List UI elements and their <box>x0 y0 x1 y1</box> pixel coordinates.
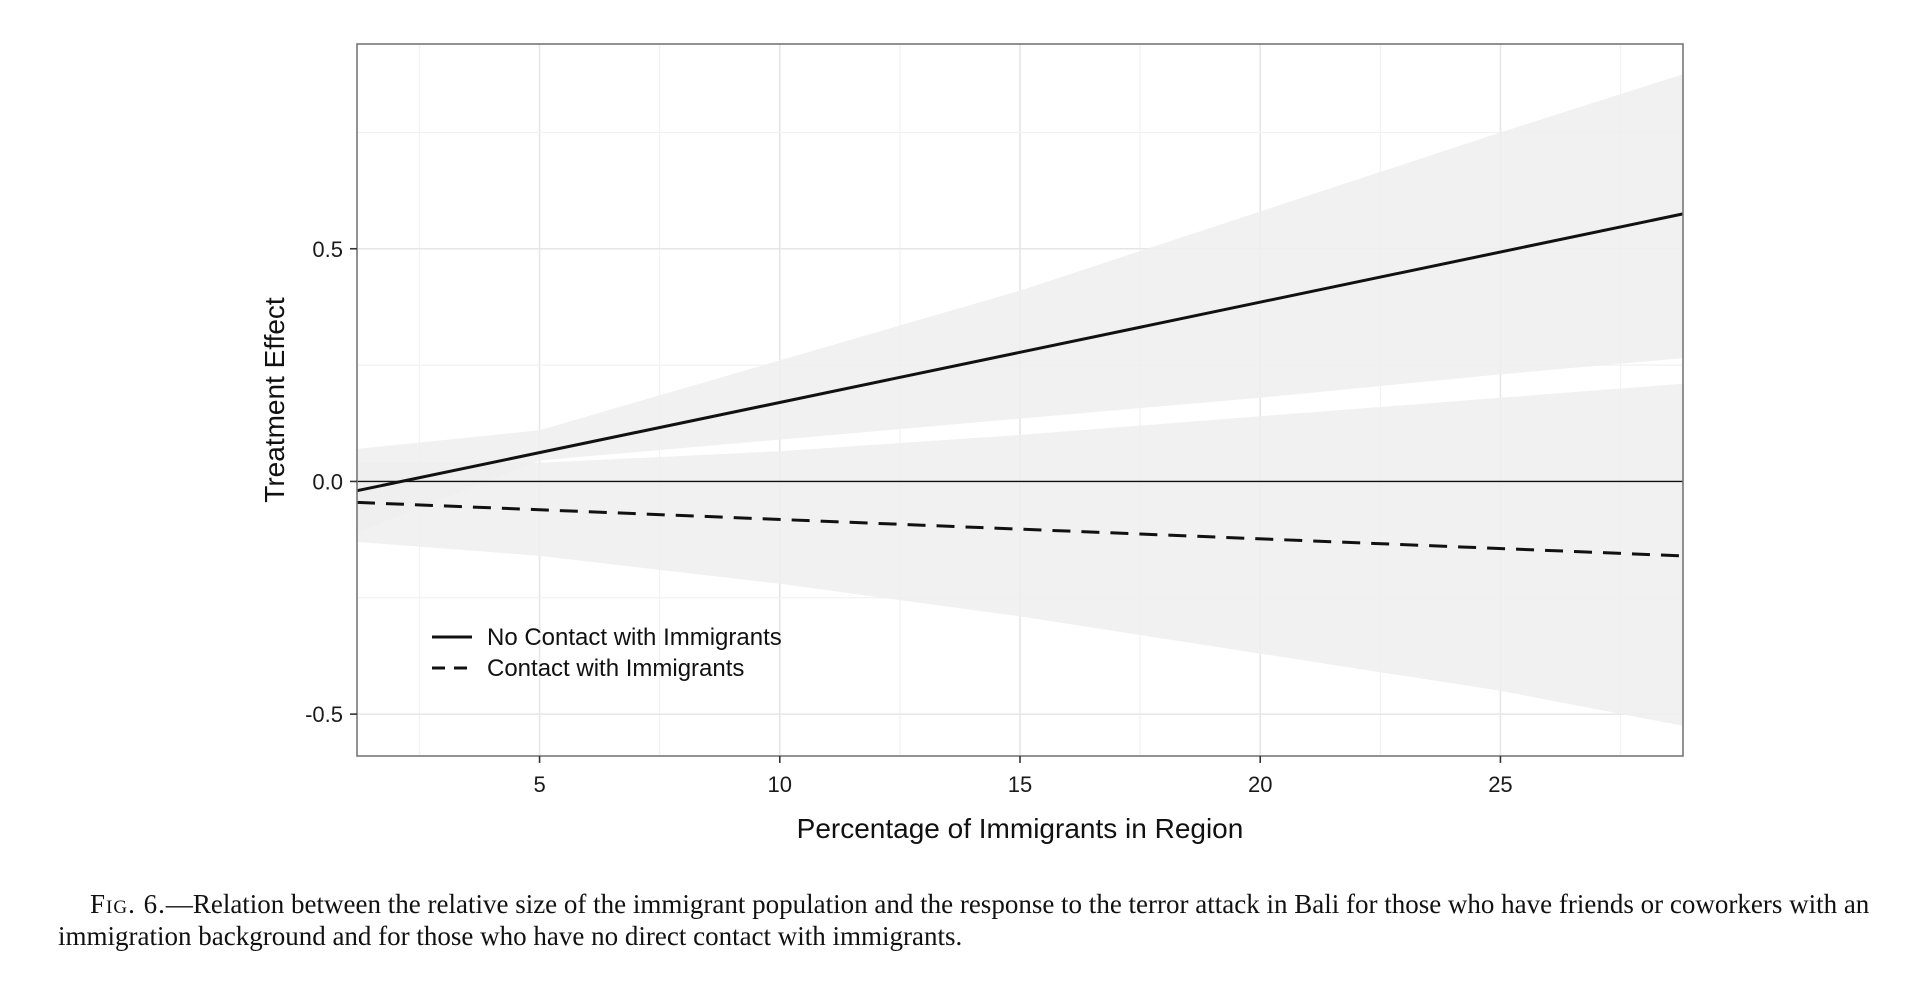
x-tick-label: 25 <box>1488 772 1512 797</box>
x-axis-ticks: 5 10 15 20 25 <box>533 756 1513 797</box>
legend: No Contact with Immigrants Contact with I… <box>432 624 782 682</box>
figure-label: Fig. 6. <box>90 889 166 919</box>
x-tick-label: 15 <box>1008 772 1032 797</box>
figure-caption: Fig. 6.—Relation between the relative si… <box>58 888 1898 952</box>
x-tick-label: 10 <box>768 772 792 797</box>
confidence-bands <box>357 74 1683 726</box>
x-axis-title: Percentage of Immigrants in Region <box>797 813 1244 844</box>
x-tick-label: 5 <box>533 772 545 797</box>
y-axis-title: Treatment Effect <box>259 297 290 503</box>
chart: 5 10 15 20 25 -0.5 0.0 0.5 Percentage of Immig… <box>259 43 1684 844</box>
series-line-1 <box>356 212 1684 493</box>
confidence-band-2 <box>357 383 1683 726</box>
series-lines <box>356 212 1684 558</box>
y-tick-label: -0.5 <box>305 702 343 727</box>
y-tick-label: 0.5 <box>312 237 343 262</box>
confidence-band-1 <box>357 74 1683 533</box>
y-tick-label: 0.0 <box>312 469 343 494</box>
caption-text: —Relation between the relative size of t… <box>58 889 1870 951</box>
y-axis-ticks: -0.5 0.0 0.5 <box>305 237 357 727</box>
x-tick-label: 20 <box>1248 772 1272 797</box>
series-line-2 <box>356 500 1684 558</box>
legend-label-2: Contact with Immigrants <box>487 655 744 682</box>
legend-label-1: No Contact with Immigrants <box>487 624 782 651</box>
